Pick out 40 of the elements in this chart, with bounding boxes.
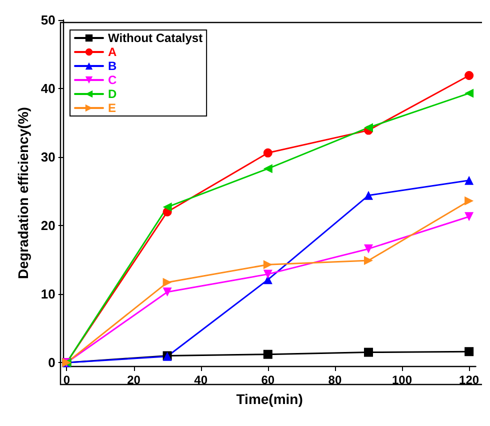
- y-tick-label: 30: [40, 150, 56, 165]
- x-tick-label: 40: [194, 373, 208, 387]
- point: [364, 256, 373, 265]
- point: [162, 278, 172, 287]
- point: [263, 270, 272, 279]
- legend-label: B: [108, 59, 117, 73]
- y-tick-label: 10: [40, 286, 56, 302]
- point: [364, 348, 373, 357]
- point: [464, 176, 474, 185]
- y-tick-label: 50: [40, 12, 56, 28]
- x-tick-label: 100: [392, 373, 412, 387]
- point: [263, 350, 272, 359]
- point: [464, 196, 474, 206]
- legend-label: D: [108, 87, 117, 101]
- x-axis-title: Time(min): [236, 391, 303, 407]
- point: [162, 288, 172, 297]
- point: [464, 71, 474, 80]
- x-tick-label: 0: [63, 373, 70, 387]
- point: [464, 88, 474, 98]
- y-tick-label: 40: [40, 81, 56, 96]
- point: [263, 260, 272, 270]
- legend-label: Without Catalyst: [108, 31, 203, 45]
- x-tick-label: 60: [261, 373, 275, 387]
- x-tick-label: 80: [328, 373, 342, 387]
- y-tick-label: 20: [40, 218, 56, 234]
- y-tick-label: 0: [48, 355, 56, 370]
- y-axis-title: Degradation efficiency(%): [15, 107, 31, 279]
- point: [162, 202, 172, 212]
- point: [263, 148, 272, 158]
- point: [364, 190, 373, 200]
- point: [263, 164, 272, 174]
- point: [364, 244, 373, 254]
- legend-label: A: [108, 45, 117, 59]
- point: [364, 123, 373, 132]
- point: [464, 347, 474, 356]
- x-tick-label: 20: [127, 373, 141, 387]
- point: [464, 212, 474, 222]
- x-tick-label: 120: [459, 373, 480, 387]
- legend-label: E: [108, 101, 116, 115]
- legend-label: C: [108, 73, 117, 87]
